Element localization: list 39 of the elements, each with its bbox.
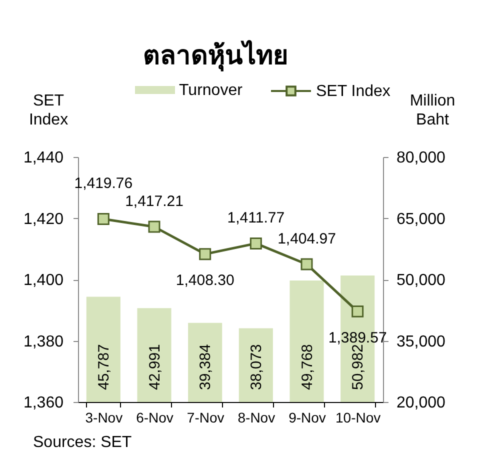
x-tick-label: 3-Nov (85, 410, 123, 426)
y2-tick-label: 35,000 (396, 333, 446, 350)
y-axis-title: SET Index (28, 92, 68, 128)
point (250, 237, 262, 250)
legend-label: SET Index (316, 83, 390, 100)
y2-tick-label: 20,000 (396, 394, 446, 412)
data-label: 50,982 (350, 344, 367, 390)
point (97, 212, 110, 225)
y2-tick-label: 65,000 (396, 210, 446, 228)
data-label: 39,384 (197, 344, 214, 390)
x-tick-label: 8-Nov (238, 410, 276, 426)
x-tick-label: 9-Nov (288, 410, 326, 426)
y2-axis-title: Million Baht (410, 92, 456, 128)
data-label: 1,411.77 (227, 209, 285, 226)
y2-tick-label: 80,000 (396, 150, 446, 166)
data-label: 45,787 (95, 344, 112, 390)
x-tick-label: 6-Nov (136, 410, 174, 426)
y-tick-label: 1,360 (23, 394, 64, 412)
data-label: 1,408.30 (176, 272, 234, 290)
data-label: 49,768 (298, 344, 316, 390)
point (300, 258, 313, 270)
y-tick-label: 1,420 (23, 210, 64, 228)
y-tick-label: 1,400 (23, 272, 64, 289)
point (352, 305, 364, 318)
y-tick-label: 1,440 (23, 150, 64, 166)
data-label: 1,404.97 (278, 230, 336, 248)
data-label: 42,991 (146, 344, 164, 390)
data-label: 38,073 (248, 344, 265, 390)
y-tick-label: 1,380 (23, 333, 64, 350)
source-note: Sources: SET (33, 434, 132, 451)
y2-tick-label: 50,000 (396, 272, 446, 289)
legend-label: Turnover (179, 82, 244, 99)
data-label: 1,419.76 (74, 174, 133, 192)
point (148, 220, 160, 233)
x-tick-label: 7-Nov (186, 410, 224, 426)
chart-title: ตลาดหุ้นไทย (143, 39, 288, 72)
data-label: 1,417.21 (125, 192, 184, 210)
x-tick-label: 10-Nov (336, 410, 381, 426)
point (199, 248, 212, 260)
